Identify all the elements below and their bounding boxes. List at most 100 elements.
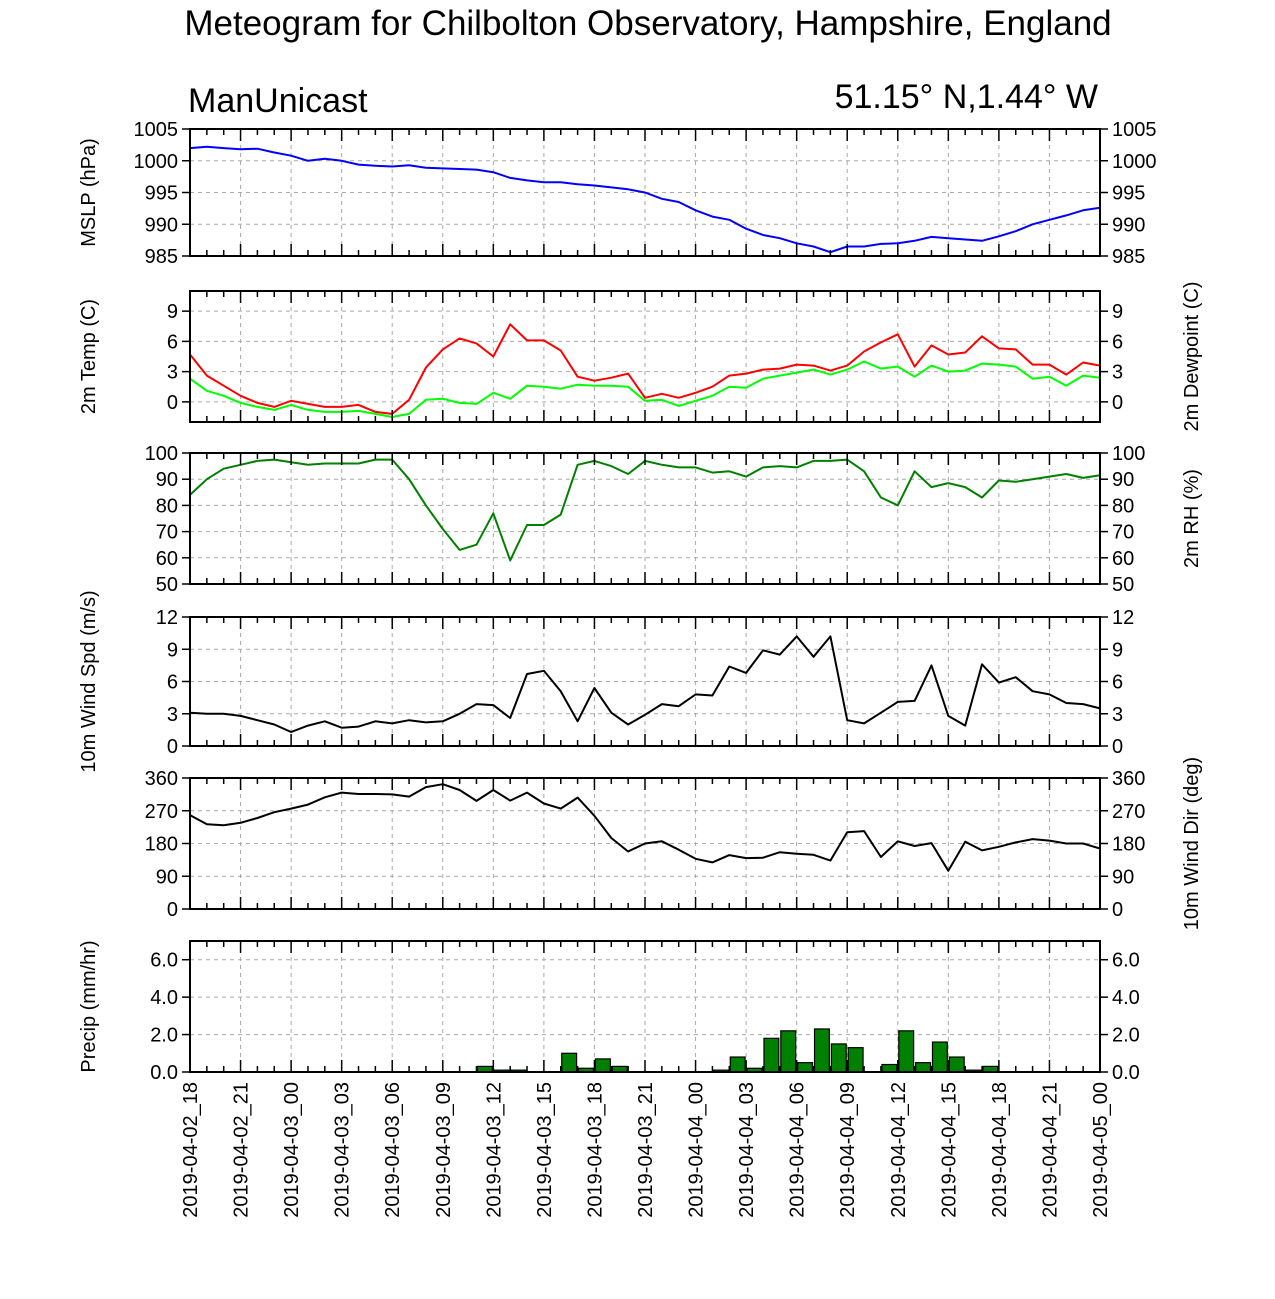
y-tick-label-right: 180 <box>1112 834 1145 856</box>
y-tick-label-right: 6 <box>1112 672 1123 694</box>
x-tick-label: 2019-04-03_09 <box>433 1082 455 1218</box>
panel-temp: 0 0 3 3 6 6 9 9 2m Temp (C) 2m Dewpoint (C) <box>78 281 1203 431</box>
x-tick-label: 2019-04-04_12 <box>888 1082 910 1218</box>
x-tick-label: 2019-04-04_21 <box>1039 1082 1061 1218</box>
y-axis-label-left: 2m Temp (C) <box>78 299 100 414</box>
x-tick-label: 2019-04-04_06 <box>787 1082 809 1218</box>
y-tick-label-left: 2.0 <box>150 1025 178 1047</box>
y-tick-label-left: 360 <box>145 768 178 790</box>
x-tick-label: 2019-04-04_03 <box>736 1082 758 1218</box>
y-axis-label-left: MSLP (hPa) <box>78 138 100 247</box>
y-tick-label-left: 4.0 <box>150 987 178 1009</box>
y-axis-label-right: 2m Dewpoint (C) <box>1181 281 1203 431</box>
y-tick-label-left: 1005 <box>134 119 179 141</box>
precip-bar <box>847 1047 864 1073</box>
precip-bar <box>763 1037 780 1073</box>
y-tick-label-left: 6.0 <box>150 950 178 972</box>
y-tick-label-left: 0 <box>167 899 178 921</box>
x-tick-label: 2019-04-04_15 <box>938 1082 960 1218</box>
y-tick-label-left: 270 <box>145 801 178 823</box>
y-tick-label-left: 0.0 <box>150 1062 178 1084</box>
chart-title: Meteogram for Chilbolton Observatory, Ha… <box>184 4 1111 43</box>
x-tick-label: 2019-04-03_21 <box>635 1082 657 1218</box>
panel-wdir: 0 0 90 90 180 180 270 270 360 360 10m Wind Dir (de… <box>145 757 1203 930</box>
x-tick-label: 2019-04-03_03 <box>332 1082 354 1218</box>
precip-bar <box>898 1030 915 1073</box>
y-tick-label-left: 60 <box>156 548 178 570</box>
y-tick-label-left: 3 <box>167 704 178 726</box>
y-tick-label-left: 3 <box>167 362 178 384</box>
y-tick-label-right: 90 <box>1112 866 1134 888</box>
precip-bar <box>797 1062 814 1073</box>
y-axis-label-right: 2m RH (%) <box>1181 469 1203 568</box>
x-tick-label: 2019-04-03_12 <box>483 1082 505 1218</box>
temp-series-line <box>189 323 1101 415</box>
x-tick-label: 2019-04-02_18 <box>180 1082 202 1218</box>
mslp-series-line <box>189 145 1101 254</box>
x-tick-label: 2019-04-03_18 <box>584 1082 606 1218</box>
y-tick-label-left: 9 <box>167 639 178 661</box>
y-tick-label-right: 9 <box>1112 301 1123 323</box>
y-tick-label-left: 180 <box>145 834 178 856</box>
y-tick-label-right: 1005 <box>1112 119 1157 141</box>
y-tick-label-right: 0 <box>1112 899 1123 921</box>
y-tick-label-left: 100 <box>145 443 178 465</box>
precip-bar <box>561 1052 578 1073</box>
x-tick-label: 2019-04-04_00 <box>686 1082 708 1218</box>
y-tick-label-left: 80 <box>156 495 178 517</box>
y-tick-label-right: 0 <box>1112 392 1123 414</box>
panel-wind: 0 0 3 3 6 6 9 9 12 12 10m Wind Spd (m/s) <box>78 590 1134 772</box>
y-tick-label-right: 270 <box>1112 801 1145 823</box>
location-label: 51.15° N,1.44° W <box>835 78 1098 116</box>
y-tick-label-left: 0 <box>167 392 178 414</box>
y-tick-label-left: 6 <box>167 672 178 694</box>
x-tick-label: 2019-04-04_18 <box>989 1082 1011 1218</box>
x-tick-label: 2019-04-03_00 <box>281 1082 303 1218</box>
precip-bar <box>948 1056 965 1073</box>
y-axis-label-left: 10m Wind Spd (m/s) <box>78 590 100 772</box>
y-tick-label-right: 3 <box>1112 704 1123 726</box>
y-tick-label-right: 4.0 <box>1112 987 1140 1009</box>
wdir-series-line <box>189 783 1101 872</box>
precip-bar <box>881 1063 898 1073</box>
y-axis-label-right: 10m Wind Dir (deg) <box>1181 757 1203 930</box>
precip-bar <box>813 1028 830 1073</box>
precip-bar <box>780 1030 797 1073</box>
y-tick-label-left: 1000 <box>134 151 179 173</box>
x-tick-label: 2019-04-04_09 <box>837 1082 859 1218</box>
y-tick-label-left: 70 <box>156 522 178 544</box>
y-tick-label-right: 3 <box>1112 362 1123 384</box>
precip-bar <box>915 1062 932 1073</box>
panel-mslp: 985 985 990 990 995 995 1000 1000 1005 1005 MSLP (… <box>78 119 1157 268</box>
y-tick-label-right: 12 <box>1112 607 1134 629</box>
y-tick-label-right: 0 <box>1112 736 1123 758</box>
y-tick-label-right: 985 <box>1112 246 1145 268</box>
y-tick-label-right: 60 <box>1112 548 1134 570</box>
y-tick-label-left: 0 <box>167 736 178 758</box>
y-tick-label-right: 1000 <box>1112 151 1157 173</box>
y-tick-label-left: 995 <box>145 183 178 205</box>
y-tick-label-right: 80 <box>1112 495 1134 517</box>
y-tick-label-right: 6 <box>1112 331 1123 353</box>
y-tick-label-right: 50 <box>1112 574 1134 596</box>
y-tick-label-right: 9 <box>1112 639 1123 661</box>
y-tick-label-left: 12 <box>156 607 178 629</box>
y-tick-label-right: 360 <box>1112 768 1145 790</box>
y-tick-label-left: 90 <box>156 469 178 491</box>
y-tick-label-right: 990 <box>1112 214 1145 236</box>
precip-bar <box>830 1043 847 1073</box>
y-tick-label-right: 0.0 <box>1112 1062 1140 1084</box>
y-tick-label-left: 990 <box>145 214 178 236</box>
y-tick-label-left: 50 <box>156 574 178 596</box>
x-tick-label: 2019-04-02_21 <box>231 1082 253 1218</box>
y-tick-label-right: 90 <box>1112 469 1134 491</box>
x-tick-label: 2019-04-03_15 <box>534 1082 556 1218</box>
y-tick-label-right: 995 <box>1112 183 1145 205</box>
model-label: ManUnicast <box>188 82 368 120</box>
x-tick-label: 2019-04-05_00 <box>1090 1082 1112 1218</box>
y-tick-label-right: 2.0 <box>1112 1025 1140 1047</box>
y-tick-label-left: 90 <box>156 866 178 888</box>
x-tick-label: 2019-04-03_06 <box>382 1082 404 1218</box>
